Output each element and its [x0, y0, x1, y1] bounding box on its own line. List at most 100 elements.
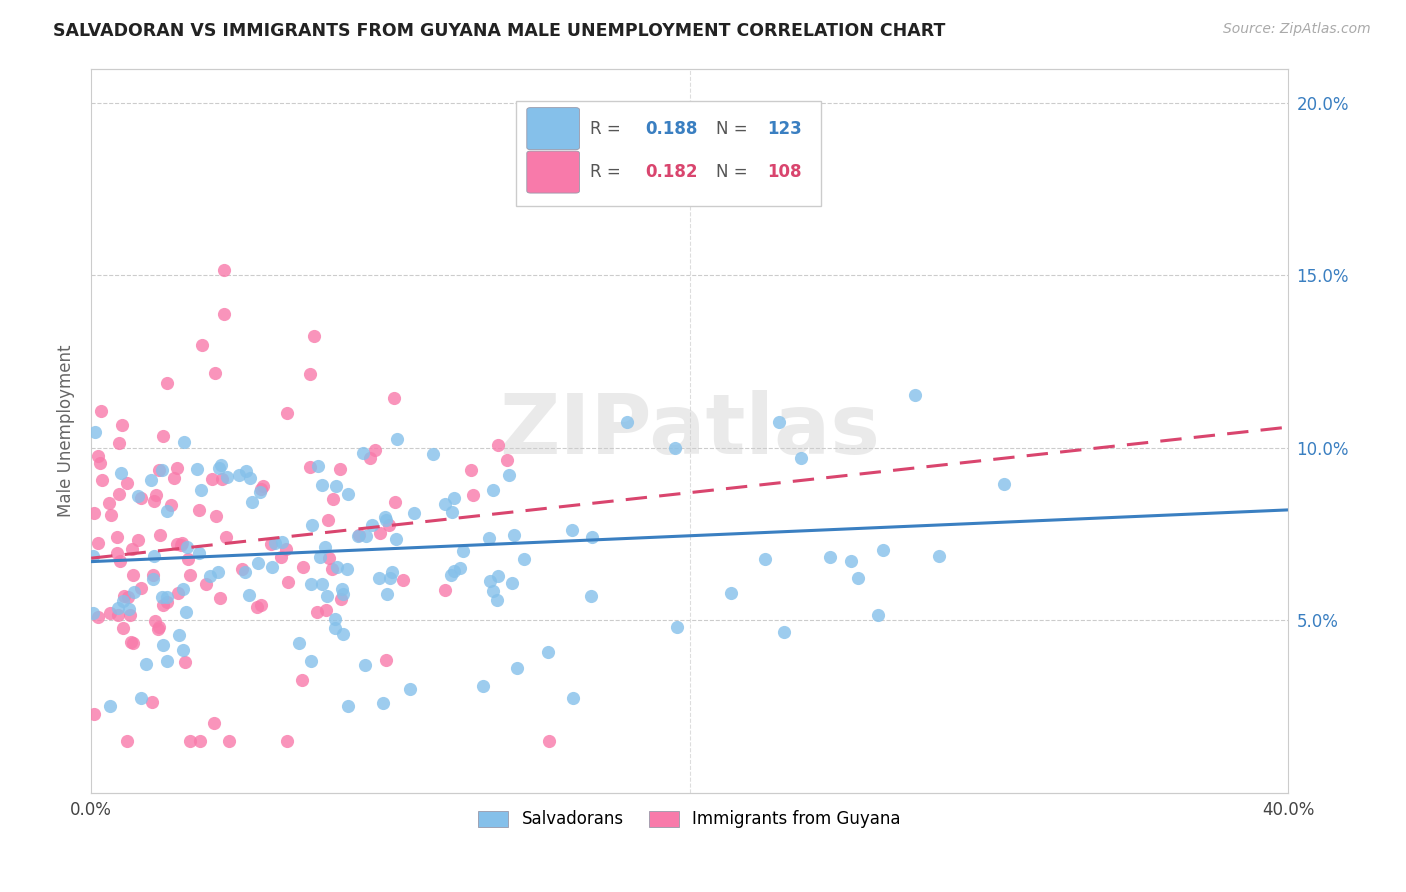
Point: [872, 542, 894, 557]
Point: [360, 517, 382, 532]
Point: [486, 438, 509, 452]
Point: [302, 329, 325, 343]
Point: [194, 576, 217, 591]
Point: [380, 571, 402, 585]
Point: [384, 495, 406, 509]
Point: [298, 368, 321, 382]
Point: [156, 654, 179, 668]
Text: 123: 123: [768, 120, 801, 137]
Point: [422, 446, 444, 460]
Point: [190, 734, 212, 748]
Point: [276, 542, 298, 557]
Point: [215, 530, 238, 544]
Y-axis label: Male Unemployment: Male Unemployment: [58, 344, 75, 516]
Point: [142, 568, 165, 582]
Point: [188, 546, 211, 560]
Point: [240, 495, 263, 509]
Point: [538, 734, 561, 748]
Point: [110, 466, 132, 480]
Point: [993, 476, 1015, 491]
Point: [373, 510, 395, 524]
Point: [173, 655, 195, 669]
Point: [512, 551, 534, 566]
Point: [160, 498, 183, 512]
Point: [307, 458, 329, 473]
Text: N =: N =: [716, 120, 752, 137]
Point: [82, 607, 104, 621]
Point: [129, 491, 152, 505]
Point: [271, 534, 294, 549]
Point: [277, 575, 299, 590]
Point: [156, 590, 179, 604]
Point: [121, 542, 143, 557]
Point: [276, 734, 298, 748]
Point: [330, 592, 353, 607]
Point: [562, 691, 585, 706]
Point: [246, 557, 269, 571]
Point: [170, 536, 193, 550]
Point: [129, 691, 152, 706]
Point: [299, 654, 322, 668]
Point: [501, 575, 523, 590]
Point: [866, 608, 889, 623]
Point: [129, 581, 152, 595]
Point: [354, 658, 377, 673]
Point: [368, 571, 391, 585]
Point: [364, 443, 387, 458]
Point: [177, 552, 200, 566]
Point: [156, 595, 179, 609]
Point: [201, 472, 224, 486]
Point: [87, 610, 110, 624]
Point: [461, 487, 484, 501]
Point: [352, 446, 374, 460]
Point: [209, 591, 232, 605]
FancyBboxPatch shape: [527, 108, 579, 150]
Point: [148, 620, 170, 634]
Point: [115, 475, 138, 490]
Point: [305, 605, 328, 619]
Point: [308, 550, 330, 565]
Point: [486, 593, 509, 607]
Point: [359, 450, 381, 465]
Point: [337, 487, 360, 501]
Point: [537, 645, 560, 659]
Point: [839, 554, 862, 568]
Point: [212, 306, 235, 320]
Point: [215, 470, 238, 484]
Point: [250, 598, 273, 612]
Point: [127, 533, 149, 547]
Point: [664, 442, 686, 456]
Point: [356, 529, 378, 543]
Point: [288, 635, 311, 649]
Point: [375, 513, 398, 527]
Point: [141, 695, 163, 709]
FancyBboxPatch shape: [527, 151, 579, 193]
Point: [848, 571, 870, 585]
Point: [150, 590, 173, 604]
Point: [336, 562, 359, 576]
Point: [260, 537, 283, 551]
Point: [326, 560, 349, 574]
Point: [127, 489, 149, 503]
Point: [404, 506, 426, 520]
Point: [471, 679, 494, 693]
Point: [139, 473, 162, 487]
Point: [392, 573, 415, 587]
Point: [347, 528, 370, 542]
Text: Source: ZipAtlas.com: Source: ZipAtlas.com: [1223, 22, 1371, 37]
Point: [299, 577, 322, 591]
Point: [384, 533, 406, 547]
Point: [460, 463, 482, 477]
Point: [167, 628, 190, 642]
Point: [108, 435, 131, 450]
Point: [371, 696, 394, 710]
Point: [176, 540, 198, 554]
Point: [239, 471, 262, 485]
Point: [581, 530, 603, 544]
Text: SALVADORAN VS IMMIGRANTS FROM GUYANA MALE UNEMPLOYMENT CORRELATION CHART: SALVADORAN VS IMMIGRANTS FROM GUYANA MAL…: [53, 22, 946, 40]
Point: [322, 492, 344, 507]
FancyBboxPatch shape: [516, 101, 821, 206]
Point: [440, 568, 463, 582]
Point: [503, 527, 526, 541]
Text: 0.188: 0.188: [645, 120, 697, 137]
